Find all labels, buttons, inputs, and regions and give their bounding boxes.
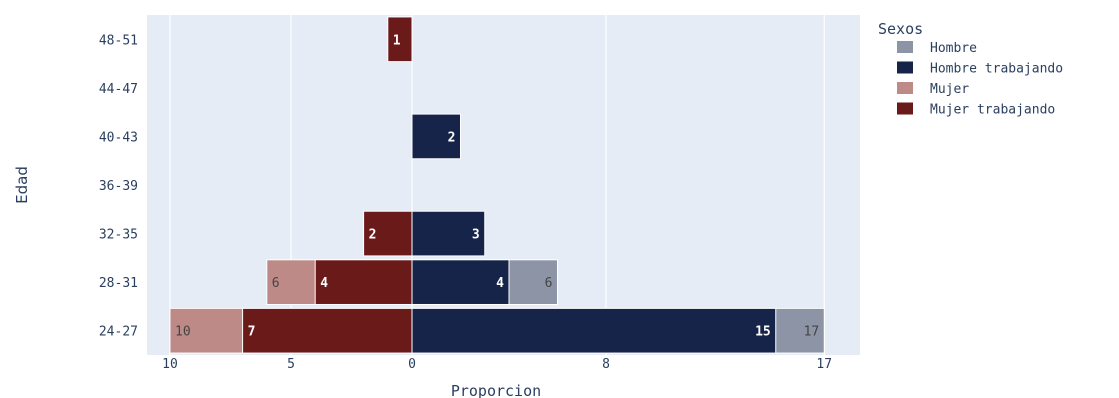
- bar-value-label: 6: [545, 276, 553, 291]
- x-axis-title: Proporcion: [451, 382, 541, 398]
- bar: [411, 210, 486, 257]
- x-tick-label: 0: [408, 357, 416, 372]
- y-axis-title: Edad: [13, 166, 31, 204]
- legend-title: Sexos: [878, 20, 923, 38]
- legend-item-label: Hombre: [930, 41, 977, 56]
- y-tick-label: 36-39: [99, 179, 138, 194]
- bar-value-label: 4: [496, 276, 504, 291]
- bar-labels: 17 6 15 4 3 2 10 6 7 4 2 1: [175, 33, 819, 339]
- legend-item-label: Mujer: [930, 82, 969, 97]
- tick-labels: 10 5 0 8 1724-2728-3132-3536-3940-4344-4748-…: [99, 33, 832, 372]
- bar: [387, 16, 413, 63]
- x-tick-label: 17: [816, 357, 832, 372]
- bar-value-label: 2: [369, 228, 377, 243]
- legend-swatch: [897, 82, 913, 94]
- legend-item-label: Mujer trabajando: [930, 103, 1055, 118]
- legend-swatch: [897, 41, 913, 53]
- y-tick-label: 32-35: [99, 228, 138, 243]
- bars: [169, 16, 825, 354]
- y-tick-label: 44-47: [99, 82, 138, 97]
- legend-item-label: Hombre trabajando: [930, 62, 1063, 77]
- bar-value-label: 17: [804, 325, 820, 340]
- legend-swatch: [897, 61, 913, 74]
- y-tick-label: 48-51: [99, 33, 138, 48]
- x-tick-label: 5: [287, 357, 295, 372]
- y-tick-label: 24-27: [99, 325, 138, 340]
- bar-value-label: 6: [272, 276, 280, 291]
- bar: [411, 307, 777, 354]
- bar: [314, 259, 413, 305]
- bar: [363, 210, 413, 257]
- bar-value-label: 10: [175, 325, 191, 340]
- bar-value-label: 7: [248, 325, 256, 340]
- bar-value-label: 2: [448, 130, 456, 145]
- x-tick-label: 8: [602, 357, 610, 372]
- bar-value-label: 3: [472, 228, 480, 243]
- bar: [411, 113, 461, 160]
- bar-value-label: 15: [755, 325, 771, 340]
- bar-value-label: 1: [393, 33, 401, 48]
- bar: [242, 307, 413, 354]
- y-tick-label: 28-31: [99, 276, 138, 291]
- x-tick-label: 10: [162, 357, 178, 372]
- legend: Sexos Hombre Hombre trabajando Mujer Mujer …: [878, 20, 1063, 118]
- bar: [411, 259, 510, 305]
- legend-swatch: [897, 102, 913, 115]
- y-tick-label: 40-43: [99, 130, 138, 145]
- bar-value-label: 4: [320, 276, 328, 291]
